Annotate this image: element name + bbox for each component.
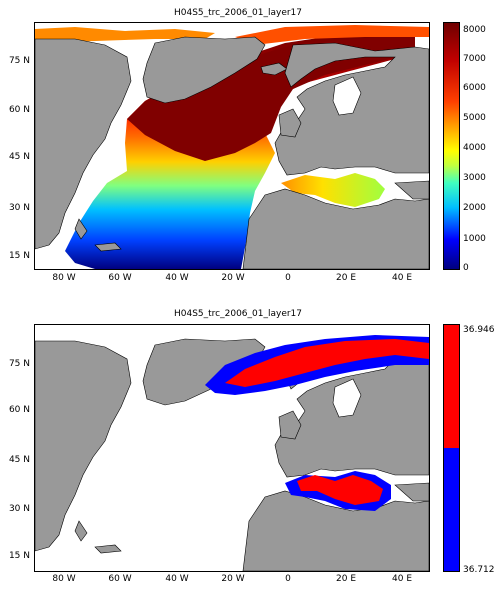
lat-label: 75 N	[8, 359, 30, 369]
classified-cells-north	[205, 335, 429, 395]
colorbar-tick-label: 3000	[463, 173, 486, 183]
lat-label: 45 N	[8, 152, 30, 162]
arctic-strip-2	[235, 25, 429, 45]
landmasses	[35, 338, 429, 571]
lat-label: 30 N	[8, 504, 30, 514]
map-canvas	[35, 335, 429, 571]
lon-label: 40 W	[165, 273, 189, 283]
map-canvas	[35, 25, 429, 269]
north-america	[35, 38, 132, 250]
lon-label: 80 W	[52, 273, 76, 283]
ocean-field-core	[127, 35, 415, 161]
bottom-map-panel: H04S5_trc_2006_01_layer17	[0, 300, 500, 600]
mediterranean	[281, 173, 385, 207]
lon-label: 20 W	[221, 574, 245, 584]
lat-label: 60 N	[8, 105, 30, 115]
lon-label: 80 W	[52, 574, 76, 584]
arctic-strip	[35, 27, 215, 43]
lat-label: 15 N	[8, 251, 30, 261]
iceland	[260, 62, 288, 76]
lon-label: 20 E	[336, 273, 356, 283]
lon-label: 0	[285, 273, 291, 283]
lon-label: 40 E	[392, 273, 412, 283]
colorbar-tick-label: 1000	[463, 234, 486, 244]
top-map-panel: H04S5_trc_2006_01_layer17	[8, 8, 486, 283]
colorbar-tick-label: 0	[463, 263, 469, 273]
lon-label: 60 W	[108, 273, 132, 283]
colorbar-tick-label: 2000	[463, 203, 486, 213]
colorbar-tick-label: 7000	[463, 54, 486, 64]
lon-label: 40 W	[165, 574, 189, 584]
british-isles	[278, 410, 302, 440]
africa	[242, 188, 429, 269]
north-america	[35, 340, 132, 552]
colorbar-tick-label: 6000	[463, 83, 486, 93]
landmasses	[35, 36, 429, 269]
lon-label: 40 E	[392, 574, 412, 584]
colorbar-tick-label: 5000	[463, 113, 486, 123]
map-title: H04S5_trc_2006_01_layer17	[173, 309, 303, 319]
lat-label: 45 N	[8, 455, 30, 465]
colorbar-max-label: 36.946	[463, 325, 495, 335]
lat-label: 30 N	[8, 203, 30, 213]
classified-cells-mediterranean	[285, 471, 391, 511]
colorbar-tick-label: 8000	[463, 25, 486, 35]
map-area	[34, 22, 430, 270]
colorbar-tick-label: 4000	[463, 143, 486, 153]
colorbar	[443, 324, 460, 572]
lon-label: 20 W	[221, 273, 245, 283]
lat-label: 60 N	[8, 405, 30, 415]
colorbar	[443, 22, 460, 270]
lat-label: 75 N	[8, 56, 30, 66]
lon-label: 20 E	[336, 574, 356, 584]
lat-label: 15 N	[8, 551, 30, 561]
colorbar-min-label: 36.712	[463, 565, 495, 575]
british-isles	[278, 108, 302, 138]
lon-label: 60 W	[108, 574, 132, 584]
greenland	[142, 36, 266, 104]
map-title: H04S5_trc_2006_01_layer17	[173, 8, 303, 18]
lon-label: 0	[285, 574, 291, 584]
map-area	[34, 324, 430, 572]
